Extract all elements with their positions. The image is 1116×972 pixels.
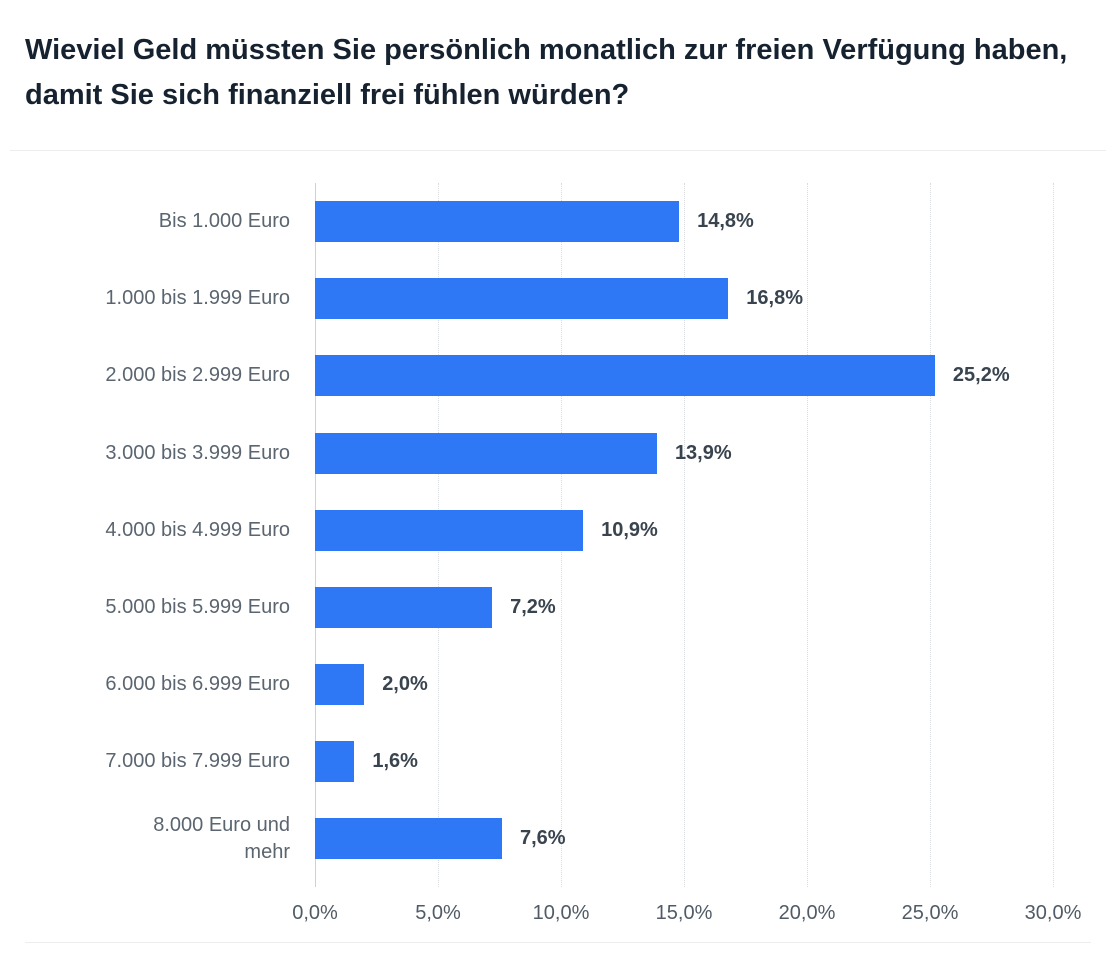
bar-cell: 2,0% — [315, 646, 1116, 723]
bar-row: 3.000 bis 3.999 Euro 13,9% — [25, 414, 1116, 491]
bar — [315, 818, 502, 860]
bar-cell: 16,8% — [315, 260, 1116, 337]
gridline — [807, 182, 808, 887]
bar-cell: 13,9% — [315, 414, 1116, 491]
bar-cell: 1,6% — [315, 723, 1116, 800]
bar-row: 2.000 bis 2.999 Euro 25,2% — [25, 337, 1116, 414]
category-label: 5.000 bis 5.999 Euro — [105, 595, 290, 618]
bar — [315, 355, 935, 397]
x-axis: 0,0% 5,0% 10,0% 15,0% 20,0% 25,0% 30,0% — [292, 901, 1081, 926]
bar-row: 1.000 bis 1.999 Euro 16,8% — [25, 260, 1116, 337]
bar-cell: 14,8% — [315, 183, 1116, 260]
category-label: 3.000 bis 3.999 Euro — [105, 441, 290, 464]
category-label: 6.000 bis 6.999 Euro — [105, 673, 290, 696]
bar — [315, 432, 657, 474]
bar — [315, 278, 729, 320]
bar — [315, 200, 680, 242]
category-label: 2.000 bis 2.999 Euro — [105, 364, 290, 387]
x-tick-label: 30,0% — [1024, 901, 1082, 924]
bar-row: 7.000 bis 7.999 Euro 1,6% — [25, 723, 1116, 800]
value-label: 14,8% — [697, 209, 754, 232]
gridline — [684, 182, 685, 887]
bar-cell: 10,9% — [315, 492, 1116, 569]
x-tick-label: 0,0% — [292, 901, 338, 924]
bar-cell: 7,2% — [315, 569, 1116, 646]
category-label: 4.000 bis 4.999 Euro — [105, 518, 290, 541]
bar — [315, 664, 365, 706]
bar — [315, 741, 355, 783]
value-label: 7,2% — [510, 595, 556, 618]
x-tick-label: 5,0% — [415, 901, 461, 924]
bar-row: Bis 1.000 Euro 14,8% — [25, 183, 1116, 260]
value-label: 2,0% — [382, 673, 428, 696]
bar-row: 6.000 bis 6.999 Euro 2,0% — [25, 646, 1116, 723]
category-label: 1.000 bis 1.999 Euro — [105, 287, 290, 310]
category-label: Bis 1.000 Euro — [158, 209, 290, 232]
bar — [315, 509, 584, 551]
chart-title: Wieviel Geld müssten Sie persönlich mona… — [25, 34, 1068, 111]
category-label: 7.000 bis 7.999 Euro — [105, 750, 290, 773]
value-label: 10,9% — [601, 518, 658, 541]
category-label: 8.000 Euro und mehr — [153, 813, 290, 863]
bottom-divider — [25, 941, 1091, 943]
bar-chart: Bis 1.000 Euro 14,8% 1.000 bis 1.999 Euro 1… — [0, 182, 1116, 926]
x-tick-label: 10,0% — [532, 901, 590, 924]
bar-cell: 25,2% — [315, 337, 1116, 414]
value-label: 16,8% — [746, 287, 803, 310]
x-tick-label: 25,0% — [901, 901, 959, 924]
gridline — [1053, 182, 1054, 887]
gridline — [930, 182, 931, 887]
x-tick-label: 15,0% — [655, 901, 713, 924]
value-label: 25,2% — [952, 364, 1010, 387]
value-label: 1,6% — [372, 750, 418, 773]
bar-rows: Bis 1.000 Euro 14,8% 1.000 bis 1.999 Euro 1… — [25, 183, 1116, 878]
bar-cell: 7,6% — [315, 800, 1116, 877]
value-label: 7,6% — [519, 827, 566, 850]
value-label: 13,9% — [674, 441, 732, 464]
bar-row: 8.000 Euro und mehr 7,6% — [25, 800, 1116, 877]
top-divider — [10, 149, 1106, 151]
bar-row: 5.000 bis 5.999 Euro 7,2% — [25, 569, 1116, 646]
bar-row: 4.000 bis 4.999 Euro 10,9% — [25, 492, 1116, 569]
bar — [315, 586, 493, 628]
x-tick-label: 20,0% — [778, 901, 836, 924]
